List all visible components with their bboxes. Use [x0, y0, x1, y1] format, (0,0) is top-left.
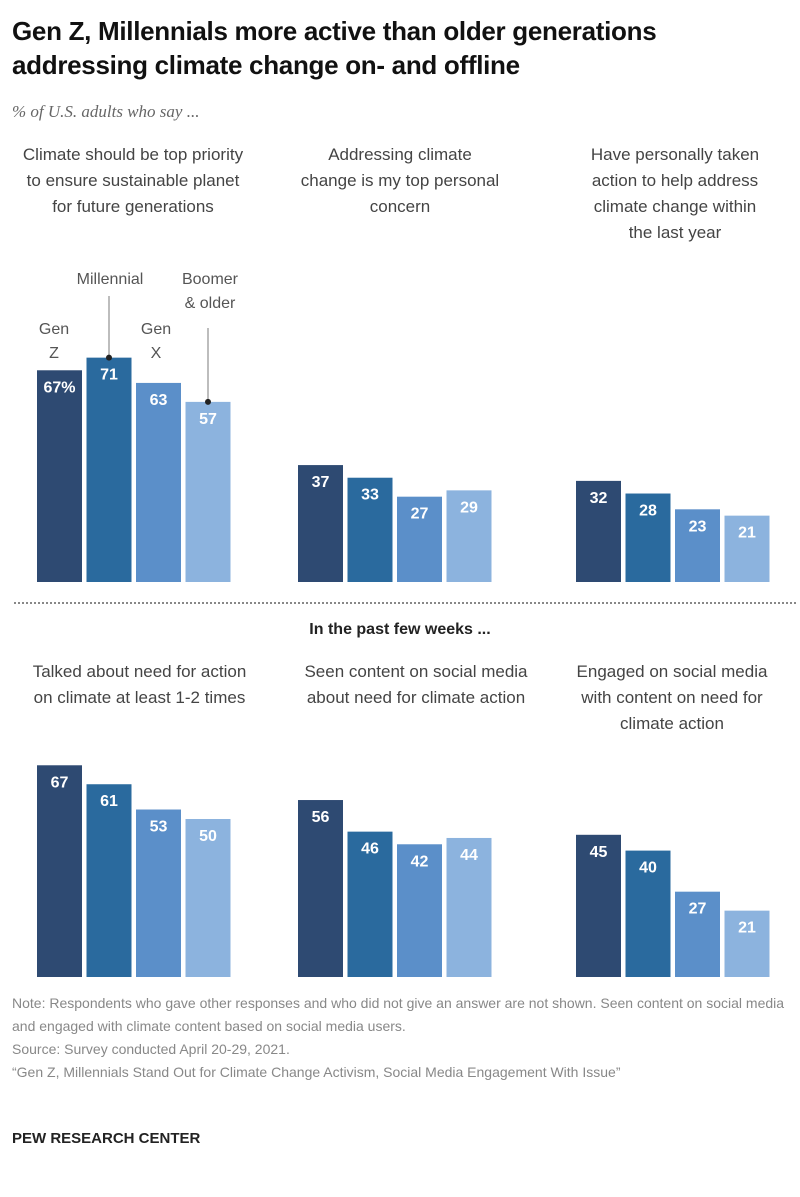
value-label-6-millennial: 40 [639, 860, 657, 877]
bar-5-gen-z [298, 800, 343, 977]
footnote: Note: Respondents who gave other respons… [12, 992, 792, 1084]
bar-3-gen-z [576, 480, 621, 582]
source-text: Source: Survey conducted April 20-29, 20… [12, 1041, 290, 1057]
bar-6-millennial [625, 850, 671, 977]
panel-title-1: Climate should be top priority to ensure… [22, 145, 244, 216]
value-label-4-boomer: 50 [199, 828, 217, 845]
bar-4-gen-z [37, 765, 82, 977]
value-label-1-millennial: 71 [100, 367, 118, 384]
value-label-1-gen-x: 63 [150, 392, 168, 409]
connector-dot-millennial [106, 354, 112, 361]
bar-1-gen-x [136, 382, 181, 582]
bar-5-boomer [446, 837, 492, 977]
value-label-6-boomer: 21 [738, 920, 756, 937]
value-label-4-millennial: 61 [100, 793, 118, 810]
bar-2-gen-z [298, 465, 343, 582]
section-divider [14, 602, 796, 604]
bar-6-boomer [724, 910, 770, 977]
value-label-2-millennial: 33 [361, 487, 379, 504]
label-millennial: Millennial [76, 271, 144, 288]
value-label-4-gen-x: 53 [150, 819, 168, 836]
section-heading: In the past few weeks ... [309, 621, 491, 638]
label-gen-x: Gen X [140, 321, 172, 362]
label-boomer: Boomer & older [181, 271, 239, 312]
bar-4-boomer [185, 819, 231, 977]
report-title: “Gen Z, Millennials Stand Out for Climat… [12, 1064, 621, 1080]
value-label-3-gen-z: 32 [590, 490, 608, 507]
panel-title-3: Have personally taken action to help add… [590, 145, 760, 242]
note-text: Note: Respondents who gave other respons… [12, 995, 785, 1034]
value-label-2-boomer: 29 [460, 499, 478, 516]
value-label-1-gen-z: 67% [43, 379, 75, 396]
bar-3-millennial [625, 493, 671, 582]
bar-5-gen-x [397, 844, 442, 977]
value-label-3-gen-x: 23 [689, 518, 707, 535]
panel-title-4: Talked about need for action on climate … [32, 662, 247, 707]
bar-3-boomer [724, 515, 770, 582]
bar-6-gen-x [675, 891, 720, 977]
value-label-4-gen-z: 67 [51, 774, 69, 791]
value-label-6-gen-x: 27 [689, 901, 707, 918]
chart-title: Gen Z, Millennials more active than olde… [12, 16, 657, 80]
bar-4-gen-x [136, 809, 181, 977]
bar-2-gen-x [397, 496, 442, 582]
value-label-2-gen-z: 37 [312, 474, 330, 491]
chart-subtitle: % of U.S. adults who say ... [12, 102, 200, 121]
bar-5-millennial [347, 831, 393, 977]
bar-3-gen-x [675, 509, 720, 582]
panel-title-6: Engaged on social media with content on … [576, 662, 768, 733]
bar-2-boomer [446, 490, 492, 582]
value-label-3-millennial: 28 [639, 503, 657, 520]
bar-6-gen-z [576, 834, 621, 977]
value-label-5-boomer: 44 [460, 847, 478, 864]
value-label-1-boomer: 57 [199, 411, 217, 428]
bar-chart: 67% 71 63 57 37 33 27 29 32 28 23 21 67 61 53 50 56 46 42 4… [37, 296, 770, 977]
bar-2-millennial [347, 477, 393, 582]
bars-layer [37, 357, 770, 977]
value-label-6-gen-z: 45 [590, 844, 608, 861]
value-label-5-gen-z: 56 [312, 809, 330, 826]
panel-title-2: Addressing climate change is my top pers… [300, 145, 500, 216]
bar-4-millennial [86, 784, 132, 977]
panel-title-5: Seen content on social media about need … [304, 662, 528, 707]
value-label-5-gen-x: 42 [411, 853, 429, 870]
label-gen-z: Gen Z [38, 321, 70, 362]
bar-1-millennial [86, 357, 132, 582]
pew-logo: PEW RESEARCH CENTER [12, 1130, 201, 1147]
bar-1-boomer [185, 401, 231, 582]
value-label-2-gen-x: 27 [411, 506, 429, 523]
value-label-3-boomer: 21 [738, 525, 756, 542]
bar-1-gen-z [37, 370, 82, 582]
value-label-5-millennial: 46 [361, 841, 379, 858]
connector-dot-boomer [205, 398, 211, 405]
value-labels-layer: 67% 71 63 57 37 33 27 29 32 28 23 21 67 61 53 50 56 46 42 4… [43, 354, 756, 937]
legend-connectors [108, 296, 209, 402]
